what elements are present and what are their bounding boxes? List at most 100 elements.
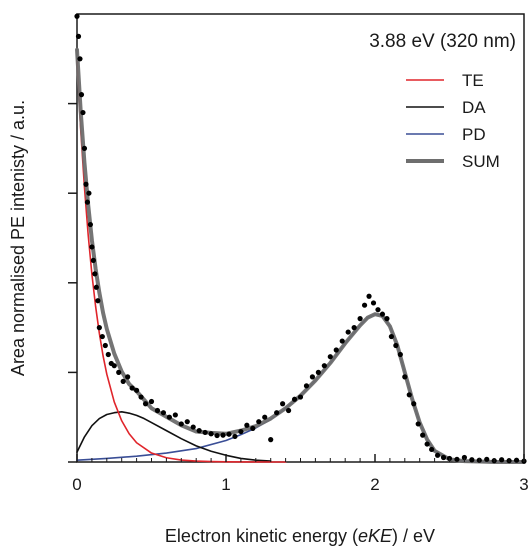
data-point: [111, 363, 117, 369]
data-point: [116, 369, 122, 375]
y-axis-label: Area normalised PE intenisty / a.u.: [8, 100, 28, 376]
data-point: [75, 33, 82, 40]
data-point: [142, 401, 149, 407]
data-point: [434, 452, 441, 458]
data-point: [102, 342, 108, 349]
data-point: [166, 414, 172, 420]
data-point: [74, 13, 80, 19]
legend-label-pd: PD: [462, 125, 486, 144]
data-point: [315, 369, 321, 375]
legend-label-te: TE: [462, 71, 484, 90]
data-point: [262, 414, 268, 420]
data-point: [148, 398, 155, 405]
data-point: [402, 374, 408, 380]
data-point: [214, 432, 220, 439]
data-point: [375, 307, 381, 313]
series-line-te: [76, 60, 287, 463]
data-point: [120, 378, 126, 384]
data-point: [208, 431, 214, 437]
data-point: [333, 347, 339, 353]
data-point: [244, 422, 250, 428]
data-point: [220, 432, 226, 438]
legend-label-da: DA: [462, 98, 486, 117]
data-point: [379, 311, 386, 317]
data-point: [154, 407, 161, 414]
data-point: [138, 394, 144, 400]
data-point: [160, 410, 167, 416]
data-point: [90, 257, 96, 263]
data-point: [499, 457, 505, 463]
data-point: [232, 433, 238, 440]
x-tick-label: 2: [370, 475, 379, 494]
data-point: [440, 454, 447, 461]
data-point: [484, 456, 490, 462]
data-point: [351, 325, 357, 331]
data-point: [397, 351, 403, 358]
data-point: [129, 385, 135, 391]
data-point: [96, 325, 102, 331]
data-point: [84, 199, 91, 205]
data-point: [429, 446, 435, 453]
data-point: [80, 109, 86, 116]
data-point: [78, 92, 85, 98]
data-point: [172, 412, 178, 418]
data-point: [238, 428, 244, 435]
x-tick-label: 3: [519, 475, 528, 494]
annotation: 3.88 eV (320 nm): [369, 31, 516, 52]
data-point: [105, 351, 111, 358]
data-point: [93, 284, 99, 290]
data-point: [384, 316, 390, 322]
data-point: [83, 181, 89, 187]
data-point: [327, 354, 333, 360]
data-point: [285, 407, 292, 414]
data-point: [388, 333, 394, 340]
data-point: [256, 419, 262, 425]
series-line-pd: [76, 313, 525, 463]
data-point: [134, 387, 140, 393]
axes-group: 0 1 2 3: [68, 102, 529, 494]
series-line-sum: [75, 47, 526, 464]
data-point: [345, 329, 351, 335]
data-point: [202, 429, 208, 436]
data-point: [406, 392, 412, 398]
legend: TE DA PD SUM: [406, 71, 500, 171]
data-point: [86, 190, 92, 196]
x-axis-label: Electron kinetic energy (eKE) / eV: [165, 526, 435, 546]
data-point: [280, 401, 286, 407]
data-point: [99, 333, 105, 340]
data-point: [184, 419, 190, 425]
data-point: [87, 221, 94, 228]
data-point: [196, 428, 202, 434]
data-point: [357, 316, 363, 322]
data-point: [89, 244, 95, 250]
data-point: [424, 441, 430, 447]
data-point: [250, 425, 256, 431]
data-point: [297, 394, 304, 400]
data-point: [393, 342, 399, 349]
data-point: [461, 454, 467, 461]
data-point: [95, 298, 101, 304]
data-point: [303, 383, 310, 389]
data-point: [125, 374, 131, 380]
data-point: [454, 456, 460, 462]
data-point: [226, 431, 232, 437]
data-point: [81, 145, 88, 151]
data-point: [415, 421, 421, 427]
x-tick-label: 1: [221, 475, 230, 494]
data-point: [291, 396, 298, 402]
data-point: [321, 363, 327, 369]
legend-label-sum: SUM: [462, 152, 500, 171]
data-points-group: [74, 13, 527, 464]
data-point: [309, 374, 316, 380]
data-point: [366, 293, 372, 299]
data-point: [420, 432, 426, 438]
data-point: [268, 437, 274, 443]
data-point: [77, 56, 83, 62]
data-point: [411, 401, 417, 407]
data-point: [178, 421, 184, 427]
x-tick-label: 0: [72, 475, 81, 494]
data-point: [190, 424, 196, 430]
data-point: [469, 457, 475, 463]
data-point: [361, 302, 368, 308]
